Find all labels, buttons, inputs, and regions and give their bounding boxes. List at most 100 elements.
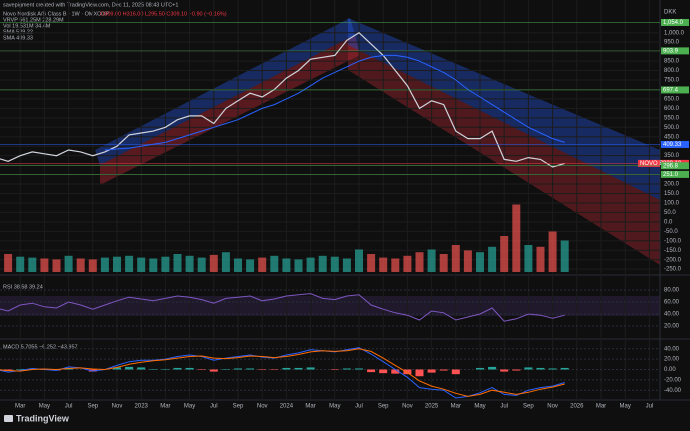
volume-bar [76,258,85,272]
volume-bar [330,256,339,272]
volume-bar [113,256,121,272]
macd-histogram [415,369,424,377]
volume-bar [415,252,424,272]
x-tick-label: Mar [160,404,170,410]
macd-histogram [149,368,158,370]
macd-histogram [330,369,339,371]
y-tick-label: 350.0 [664,153,680,159]
volume-bar [379,257,388,272]
volume-bar [403,255,412,272]
volume-bar [560,240,569,272]
y-tick-label: -50.0 [664,229,678,235]
brand: TradingView [16,413,70,423]
y-tick-label: 800.0 [664,68,680,74]
y-tick-label: -200.0 [664,257,682,263]
volume-bar [185,255,194,272]
y-tick-label: 1,000.0 [664,30,685,36]
y-tick-label: 20.00 [664,324,680,330]
channel-up-upper [95,18,355,165]
y-tick-label: 950.0 [664,40,680,46]
level-label: 296.8 [663,163,679,169]
x-tick-label: Nov [257,404,268,410]
macd-histogram [282,367,291,370]
volume-bar [209,254,218,272]
macd-histogram [306,367,315,370]
x-tick-label: May [620,404,631,410]
y-tick-label: 550.0 [664,115,680,121]
x-tick-label: 2024 [280,404,294,410]
macd-histogram [355,368,363,370]
y-tick-label: 500.0 [664,125,680,131]
y-tick-label: 650.0 [664,96,680,102]
macd-histogram [221,368,230,370]
x-tick-label: 2025 [425,404,439,410]
macd-histogram [476,367,484,370]
macd-histogram [88,369,97,372]
y-tick-label: -20.00 [664,377,682,383]
volume-bar [500,236,509,272]
x-tick-label: Jul [65,404,73,410]
volume-bar [40,258,49,272]
x-tick-label: 2023 [135,404,149,410]
macd-histogram [342,368,351,370]
macd-histogram [403,369,412,375]
macd-histogram [391,369,400,374]
price-line [0,31,565,168]
x-tick-label: 2026 [570,404,584,410]
level-box [661,140,689,148]
volume-bar [173,254,182,272]
level-label: 251.0 [663,172,679,178]
volume-bar [137,257,146,272]
macd-histogram [185,367,194,370]
level-box [661,47,689,55]
x-tick-label: Nov [402,404,413,410]
macd-histogram [209,369,218,372]
credit: savepigment created with TradingView.com… [3,2,178,8]
y-tick-label: 20.00 [664,357,680,363]
x-tick-label: May [474,404,485,410]
level-box [661,86,689,94]
macd-histogram [294,367,303,370]
macd-histogram [113,367,121,370]
volume-bar [451,245,460,272]
volume-bar [548,231,557,272]
macd-histogram [512,369,521,371]
y-tick-label: 450.0 [664,134,680,140]
level-label: 1,054.0 [663,20,684,26]
macd-histogram [246,368,255,370]
level-box [661,18,689,26]
x-tick-label: May [39,404,50,410]
volume-bar [367,254,376,272]
x-tick-label: May [329,404,340,410]
macd-histogram [488,366,497,370]
macd-histogram [379,369,388,374]
volume-bar [294,259,303,272]
level-box [661,162,689,170]
macd-histogram [258,369,267,371]
x-tick-label: Jul [210,404,218,410]
y-tick-label: 850.0 [664,59,680,65]
x-tick-label: Mar [305,404,315,410]
y-tick-label: 0.0 [664,219,673,225]
volume-bar [524,245,533,272]
x-tick-label: May [184,404,195,410]
y-tick-label: 200.0 [664,182,680,188]
volume-bar [197,257,206,272]
volume-bar [16,256,25,272]
x-tick-label: Mar [596,404,606,410]
y-tick-label: 40.00 [664,346,680,352]
macd-histogram [524,367,533,370]
volume-bar [488,246,497,272]
level-box [661,170,689,178]
y-tick-label: -150.0 [664,248,682,254]
macd-histogram [173,367,182,370]
macd-histogram [270,369,279,371]
level-label: 697.4 [663,88,679,94]
indicator: VRVP 561.25M 228.29M [3,17,64,23]
macd-histogram [367,369,376,373]
macd-histogram [197,369,206,371]
volume-bar [234,258,242,272]
macd-histogram [16,368,25,370]
volume-bar [221,252,230,272]
volume-bar [282,258,291,272]
